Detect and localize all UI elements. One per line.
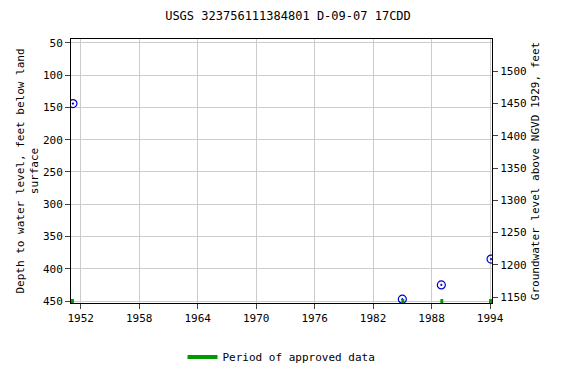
svg-text:450: 450 [43,295,63,308]
svg-text:250: 250 [43,166,63,179]
svg-text:1982: 1982 [360,312,387,325]
svg-text:1976: 1976 [301,312,328,325]
svg-text:1958: 1958 [126,312,153,325]
svg-text:1300: 1300 [500,194,527,207]
svg-text:1200: 1200 [500,259,527,272]
svg-text:Depth to water level, feet bel: Depth to water level, feet below landsur… [14,48,41,293]
svg-text:300: 300 [43,198,63,211]
svg-text:USGS 323756111384801 D-09-07 1: USGS 323756111384801 D-09-07 17CDD [165,9,411,23]
svg-text:1400: 1400 [500,130,527,143]
svg-text:400: 400 [43,263,63,276]
svg-text:1450: 1450 [500,97,527,110]
svg-text:1988: 1988 [418,312,445,325]
svg-text:1970: 1970 [243,312,270,325]
svg-text:Period of approved data: Period of approved data [223,351,375,364]
svg-text:100: 100 [43,69,63,82]
svg-text:1500: 1500 [500,65,527,78]
svg-text:150: 150 [43,101,63,114]
svg-text:1994: 1994 [477,312,504,325]
svg-text:1250: 1250 [500,226,527,239]
svg-text:1952: 1952 [68,312,95,325]
svg-text:1350: 1350 [500,162,527,175]
svg-text:200: 200 [43,134,63,147]
svg-text:350: 350 [43,230,63,243]
svg-text:1964: 1964 [184,312,211,325]
svg-text:Groundwater level above NGVD 1: Groundwater level above NGVD 1929, feet [529,42,542,300]
svg-text:50: 50 [50,37,63,50]
svg-text:1150: 1150 [500,291,527,304]
